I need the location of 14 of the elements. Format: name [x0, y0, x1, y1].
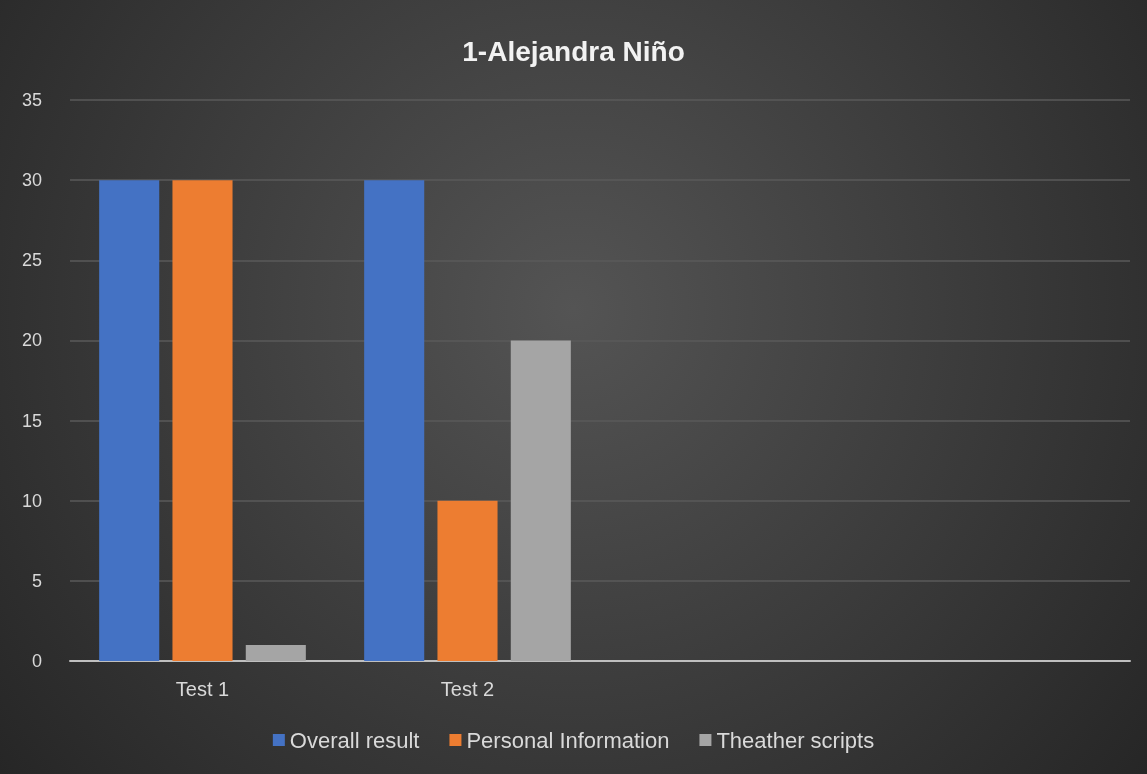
x-tick-label: Test 1	[175, 678, 230, 700]
x-tick-label: Test 2	[440, 678, 495, 700]
legend-label: Overall result	[289, 727, 420, 753]
chart-title: 1-Alejandra Niño	[462, 35, 685, 67]
y-tick-label: 30	[21, 170, 42, 191]
y-tick-label: 25	[21, 250, 42, 271]
y-tick-label: 10	[21, 490, 42, 511]
y-tick-label: 5	[31, 570, 42, 591]
y-tick-label: 15	[21, 410, 42, 431]
y-tick-label: 0	[31, 651, 42, 671]
legend-label: Personal Information	[466, 727, 670, 753]
legend-label: Theather scripts	[716, 727, 875, 753]
y-tick-label: 20	[21, 330, 42, 351]
y-tick-label: 35	[21, 90, 42, 110]
